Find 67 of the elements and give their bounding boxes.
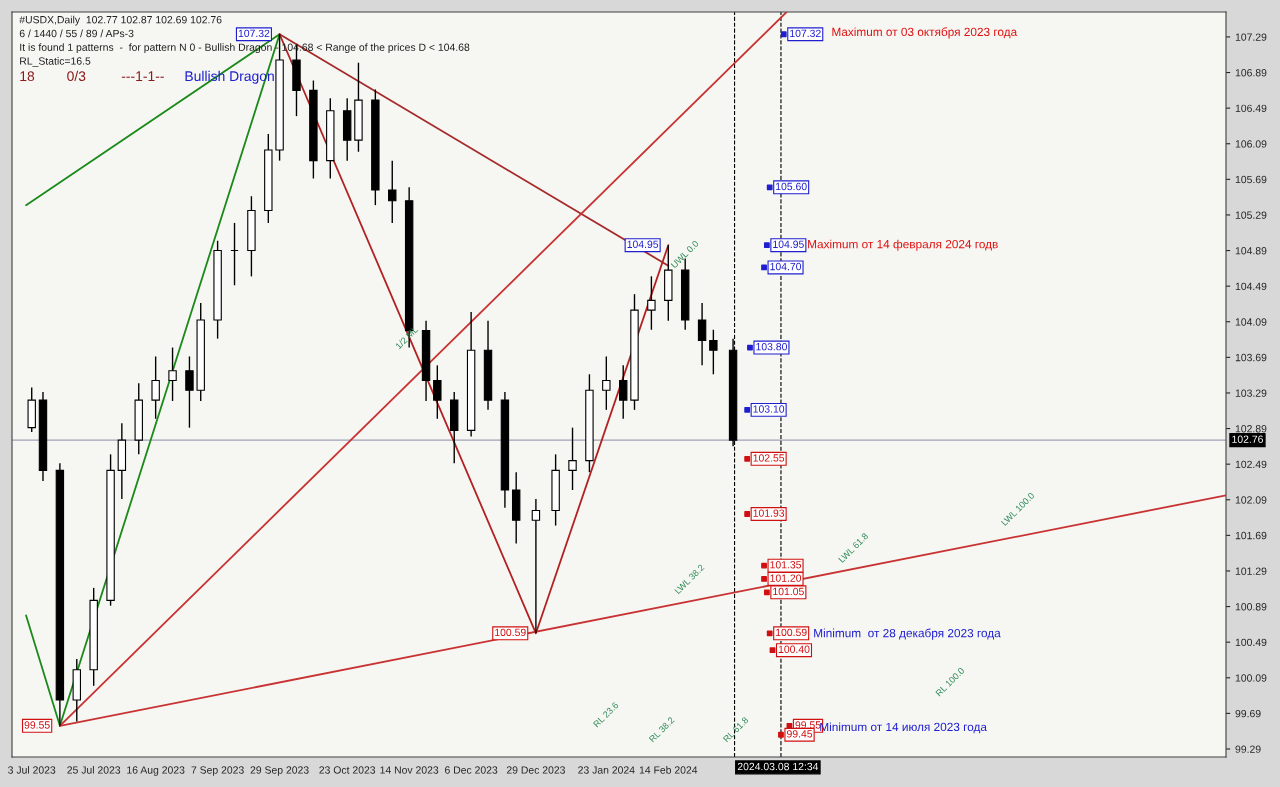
annotation: 18 [20,71,35,82]
annotation: 100.59 [495,628,526,637]
y-tick-label: 104.49 [1235,282,1267,291]
data-label: 102.55 [753,454,785,462]
x-tick-label: 14 Feb 2024 [639,766,698,774]
x-tick-label: 14 Nov 2023 [380,766,439,774]
y-tick-label: 107.29 [1235,33,1267,41]
x-tick-label: 16 Aug 2023 [127,766,185,776]
annotation: UWL 0.0 [670,240,700,269]
data-label: 100.40 [778,645,810,653]
annotation: 107.32 [238,29,270,38]
annotation: Maximum от 03 октября 2023 года [832,27,1018,39]
annotation: Maximum от 14 февраля 2024 годв [808,239,998,251]
y-tick-label: 105.69 [1235,175,1267,184]
y-tick-label: 100.09 [1235,674,1267,682]
y-tick-label: 104.09 [1235,318,1267,326]
data-label: 101.20 [770,574,802,582]
y-tick-label: 99.69 [1235,709,1261,718]
x-tick-label: 7 Sep 2023 [191,766,244,776]
data-label: 103.10 [753,405,785,413]
x-tick-label: 25 Jul 2023 [67,766,121,774]
data-label: 103.80 [756,342,787,351]
y-tick-label: 106.89 [1235,69,1267,77]
y-tick-label: 102.89 [1235,425,1267,433]
y-tick-label: 103.69 [1235,353,1267,362]
data-label: 99.45 [787,730,813,738]
annotation: LWL 61.8 [838,532,869,563]
x-tick-label: 3 Jul 2023 [8,766,56,774]
x-tick-label: 23 Oct 2023 [319,766,376,774]
annotation: 6 / 1440 / 55 / 89 / APs-3 [19,29,134,38]
data-label: 101.05 [773,587,804,596]
y-tick-label: 106.49 [1235,104,1267,113]
annotation: #USDX,Daily 102.77 102.87 102.69 102.76 [19,15,222,26]
y-tick-label: 100.89 [1235,603,1267,611]
y-tick-label: 101.69 [1235,531,1267,540]
annotation: ---1-1-- [121,71,164,81]
data-label: 101.35 [770,561,802,569]
annotation: Minimum от 28 декабря 2023 года [814,628,1001,640]
y-tick-label: 102.49 [1235,460,1267,469]
y-tick-label: 102.09 [1235,496,1267,504]
y-tick-label: 101.29 [1235,567,1267,575]
annotation: RL 38.2 [648,716,675,743]
data-label: 101.93 [753,509,785,517]
x-tick-label: 23 Jan 2024 [578,766,635,774]
y-tick-label: 99.29 [1235,745,1261,753]
annotation: 104.95 [627,240,659,248]
y-tick-label: 100.49 [1235,638,1267,647]
annotation: RL_Static=16.5 [20,57,91,67]
annotation: RL 61.8 [722,716,749,743]
x-tick-label: 6 Dec 2023 [445,766,498,774]
x-tick-label: 29 Dec 2023 [506,766,565,774]
annotation: LWL 38.2 [674,563,705,595]
ref-line-label: 2024.03.08 12:34 [737,762,819,771]
annotation: 1/2 ML [394,325,419,350]
ref-line-label: 102.76 [1232,435,1263,443]
y-tick-label: 106.09 [1235,140,1267,148]
data-label: 100.59 [776,628,807,637]
annotation: 0/3 [67,70,86,82]
y-tick-label: 104.89 [1235,247,1267,255]
data-label: 107.32 [790,29,821,38]
y-tick-label: 105.29 [1235,211,1267,219]
data-label: 104.95 [773,240,804,248]
data-label: 105.60 [776,182,807,191]
annotation: 99.55 [24,721,50,729]
y-tick-label: 103.29 [1235,389,1267,397]
data-label: 104.70 [770,262,802,271]
x-tick-label: 29 Sep 2023 [250,766,309,776]
